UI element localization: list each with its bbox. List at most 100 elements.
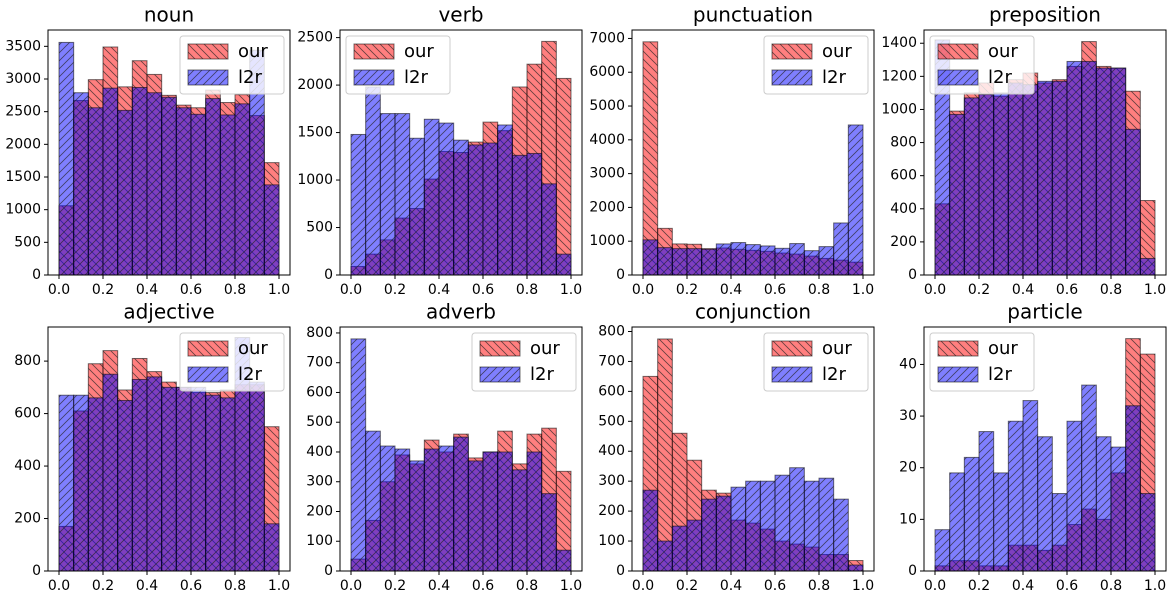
bar-hatch — [1037, 436, 1053, 571]
bar-hatch — [760, 481, 775, 571]
y-tick-label: 3500 — [5, 38, 41, 54]
bar-hatch — [1140, 200, 1155, 275]
legend-swatch-hatch — [480, 367, 520, 382]
x-tick-label: 0.8 — [1100, 578, 1122, 594]
legend-label: our — [822, 338, 852, 359]
bar-hatch — [541, 493, 557, 571]
y-tick-label: 500 — [598, 413, 625, 429]
bar-hatch — [424, 449, 439, 571]
bar-hatch — [351, 338, 366, 571]
bar-hatch — [643, 490, 658, 571]
bar-hatch — [512, 469, 527, 571]
bar-hatch — [380, 113, 395, 276]
legend-swatch-hatch — [772, 70, 812, 85]
y-tick-label: 1000 — [881, 101, 917, 117]
y-tick-label: 500 — [306, 220, 333, 236]
bar-hatch — [264, 523, 279, 571]
bar-hatch — [804, 250, 819, 275]
x-tick-label: 0.2 — [676, 578, 698, 594]
subplot-title: particle — [1007, 300, 1082, 324]
bar-hatch — [657, 247, 673, 275]
y-tick-label: 2500 — [297, 30, 333, 46]
bar-hatch — [556, 471, 571, 571]
bar-hatch — [848, 124, 863, 275]
subplot: noun 0 500 1000 1500 2000 2500 3000 3500 0.0 0.2 0.… — [5, 3, 291, 298]
x-tick-label: 0.0 — [48, 578, 70, 594]
y-tick-label: 7000 — [589, 30, 625, 46]
y-tick-label: 700 — [306, 355, 333, 371]
x-tick-label: 0.6 — [764, 578, 786, 594]
bar-hatch — [512, 155, 527, 275]
legend-label: l2r — [530, 364, 554, 385]
y-tick-label: 500 — [306, 414, 333, 430]
bar-hatch — [775, 248, 790, 275]
bar-hatch — [176, 107, 191, 275]
y-tick-label: 200 — [14, 511, 41, 527]
bar-hatch — [964, 97, 979, 276]
bar-hatch — [409, 460, 425, 571]
bar-hatch — [439, 446, 454, 571]
bar-hatch — [468, 460, 483, 571]
bar-hatch — [556, 254, 571, 275]
y-tick-label: 600 — [306, 384, 333, 400]
y-tick-label: 1400 — [881, 35, 917, 51]
bar-hatch — [73, 92, 89, 275]
x-tick-label: 0.2 — [384, 282, 406, 298]
y-tick-label: 6000 — [589, 64, 625, 80]
x-tick-label: 0.2 — [676, 282, 698, 298]
legend-label: our — [238, 41, 268, 62]
y-tick-label: 2500 — [5, 104, 41, 120]
y-tick-label: 400 — [306, 444, 333, 460]
bar-hatch — [117, 400, 133, 571]
axes-frame — [923, 326, 1167, 572]
bar-hatch — [657, 338, 673, 571]
bar-hatch — [701, 499, 717, 571]
bar-hatch — [760, 245, 775, 275]
y-tick-label: 0 — [908, 563, 917, 579]
bar-hatch — [657, 541, 673, 571]
x-tick-label: 0.4 — [720, 578, 742, 594]
bar-hatch — [132, 379, 147, 571]
bar-hatch — [1125, 405, 1141, 571]
y-tick-label: 10 — [899, 511, 917, 527]
bar-hatch — [643, 239, 658, 275]
legend-swatch-hatch — [938, 367, 978, 382]
bar-hatch — [789, 467, 805, 571]
subplot: adverb 0 100 200 300 400 500 600 700 800 0.0 0.2 0.4… — [306, 300, 583, 594]
legend-swatch-hatch — [188, 341, 228, 356]
bar-hatch — [220, 397, 235, 571]
bar-hatch — [1111, 68, 1126, 275]
subplot-title: conjunction — [695, 300, 811, 324]
y-tick-label: 200 — [598, 503, 625, 519]
bar-hatch — [1067, 61, 1082, 276]
bar-hatch — [409, 138, 425, 275]
axes-frame — [47, 29, 291, 276]
bar-hatch — [833, 222, 849, 275]
x-tick-label: 0.4 — [136, 282, 158, 298]
bar-hatch — [964, 457, 979, 571]
bar-hatch — [643, 41, 658, 275]
y-tick-label: 500 — [14, 234, 41, 250]
y-tick-label: 4000 — [589, 132, 625, 148]
x-tick-label: 1.0 — [560, 578, 582, 594]
bar-hatch — [249, 50, 265, 276]
bar-hatch — [220, 114, 235, 275]
bar-hatch — [541, 183, 557, 275]
subplot: adjective 0 200 400 600 800 0.0 0.2 0.4 0.6 0.8 1.0… — [14, 300, 291, 594]
bar-hatch — [527, 451, 542, 571]
y-tick-label: 40 — [899, 356, 917, 372]
subplot: preposition 0 200 400 600 800 1000 1200 1400 0.0 0… — [881, 3, 1167, 298]
bar-hatch — [453, 437, 469, 571]
bar-hatch — [745, 244, 761, 275]
bar-hatch — [1037, 81, 1053, 275]
x-tick-label: 0.8 — [808, 282, 830, 298]
subplot: conjunction 0 100 200 300 400 500 600 700 800 0.0 0… — [598, 300, 875, 594]
bar-hatch — [716, 496, 731, 571]
bar-hatch — [161, 97, 177, 275]
bar-hatch — [191, 387, 206, 571]
bar-hatch — [147, 92, 162, 275]
bar-hatch — [848, 565, 863, 571]
subplot-title: adjective — [123, 300, 214, 324]
bar-hatch — [979, 94, 994, 275]
x-tick-label: 0.4 — [1012, 578, 1034, 594]
